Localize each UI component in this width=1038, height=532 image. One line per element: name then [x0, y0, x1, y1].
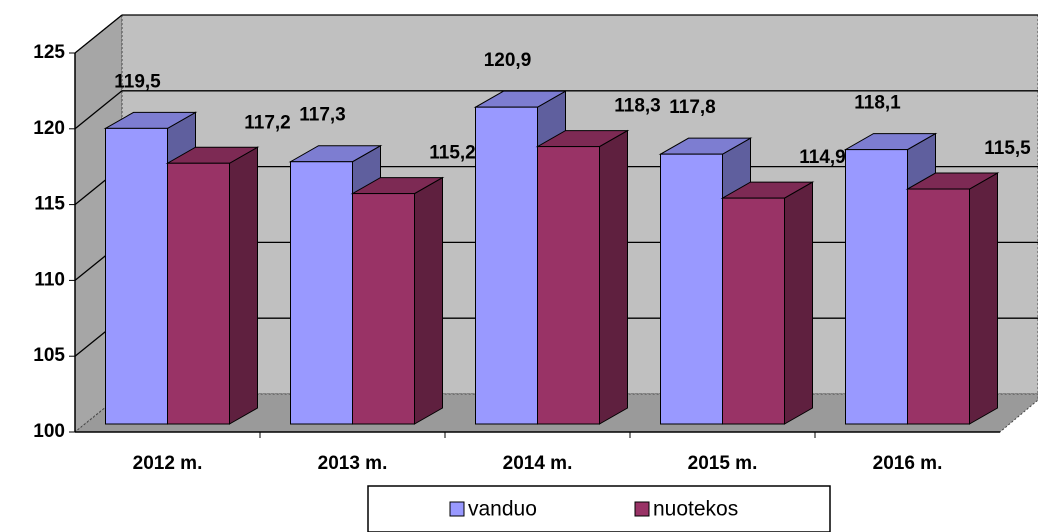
bar [537, 146, 600, 425]
x-tick-label: 2014 m. [503, 453, 573, 474]
value-label: 118,1 [854, 93, 901, 114]
bar [167, 162, 230, 425]
bar [290, 161, 353, 425]
bar [660, 153, 723, 425]
y-tick-label: 115 [34, 194, 65, 215]
y-tick-label: 105 [33, 345, 65, 366]
legend-box [367, 485, 831, 532]
value-label: 118,3 [614, 96, 661, 117]
value-label: 117,8 [669, 97, 716, 118]
value-label: 120,9 [484, 50, 532, 71]
legend-label: vanduo [468, 498, 537, 521]
legend-swatch [449, 501, 465, 517]
bar [845, 149, 908, 425]
value-label: 117,2 [244, 112, 291, 133]
bar [722, 197, 785, 425]
y-tick-label: 100 [33, 421, 65, 442]
grid-line [74, 90, 123, 130]
bar [352, 193, 415, 425]
y-tick-label: 120 [33, 118, 65, 139]
x-tick-label: 2015 m. [688, 453, 758, 474]
x-tick-label: 2012 m. [133, 453, 203, 474]
x-tick-label: 2016 m. [873, 453, 943, 474]
bar [907, 188, 970, 425]
y-tick-label: 110 [34, 269, 65, 290]
x-tick-label: 2013 m. [318, 453, 388, 474]
value-label: 119,5 [114, 71, 161, 92]
bar-side [414, 176, 443, 425]
legend-label: nuotekos [653, 498, 738, 521]
legend-swatch [634, 501, 650, 517]
bar-side [784, 181, 813, 425]
value-label: 115,5 [984, 138, 1031, 159]
bar-side [969, 172, 998, 425]
grid-line [74, 14, 123, 54]
bar [475, 106, 538, 425]
value-label: 114,9 [799, 147, 846, 168]
value-label: 117,3 [299, 105, 346, 126]
legend: vanduo nuotekos [367, 485, 831, 532]
y-tick-label: 125 [33, 42, 65, 63]
bar-side [599, 129, 628, 425]
bar [105, 127, 168, 425]
bar-side [229, 146, 258, 425]
value-label: 115,2 [429, 143, 476, 164]
